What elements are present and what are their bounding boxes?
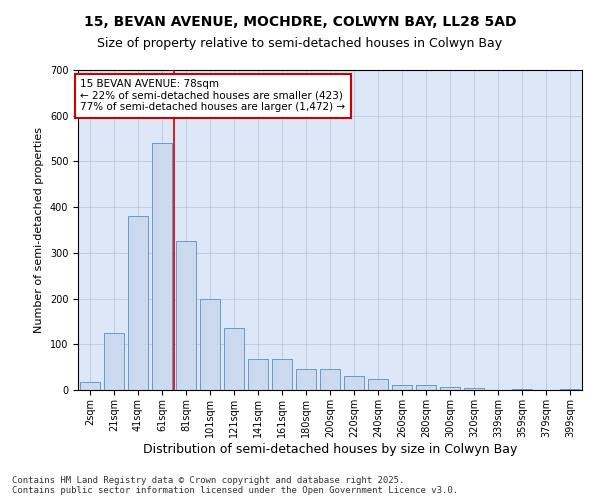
Bar bbox=[224, 328, 244, 390]
Text: 15 BEVAN AVENUE: 78sqm
← 22% of semi-detached houses are smaller (423)
77% of se: 15 BEVAN AVENUE: 78sqm ← 22% of semi-det… bbox=[80, 79, 346, 112]
Bar bbox=[560, 388, 580, 390]
Bar bbox=[416, 386, 436, 390]
Bar bbox=[392, 384, 412, 390]
Bar bbox=[248, 359, 268, 390]
Text: 15, BEVAN AVENUE, MOCHDRE, COLWYN BAY, LL28 5AD: 15, BEVAN AVENUE, MOCHDRE, COLWYN BAY, L… bbox=[84, 15, 516, 29]
Bar bbox=[272, 359, 292, 390]
Bar bbox=[176, 242, 196, 390]
Bar bbox=[152, 143, 172, 390]
Y-axis label: Number of semi-detached properties: Number of semi-detached properties bbox=[34, 127, 44, 333]
Bar bbox=[344, 376, 364, 390]
Bar bbox=[320, 370, 340, 390]
Bar bbox=[80, 382, 100, 390]
X-axis label: Distribution of semi-detached houses by size in Colwyn Bay: Distribution of semi-detached houses by … bbox=[143, 442, 517, 456]
Bar bbox=[512, 389, 532, 390]
Text: Size of property relative to semi-detached houses in Colwyn Bay: Size of property relative to semi-detach… bbox=[97, 38, 503, 51]
Bar bbox=[200, 298, 220, 390]
Bar bbox=[368, 378, 388, 390]
Bar bbox=[440, 387, 460, 390]
Bar bbox=[128, 216, 148, 390]
Bar bbox=[104, 333, 124, 390]
Text: Contains HM Land Registry data © Crown copyright and database right 2025.
Contai: Contains HM Land Registry data © Crown c… bbox=[12, 476, 458, 495]
Bar bbox=[464, 388, 484, 390]
Bar bbox=[296, 370, 316, 390]
